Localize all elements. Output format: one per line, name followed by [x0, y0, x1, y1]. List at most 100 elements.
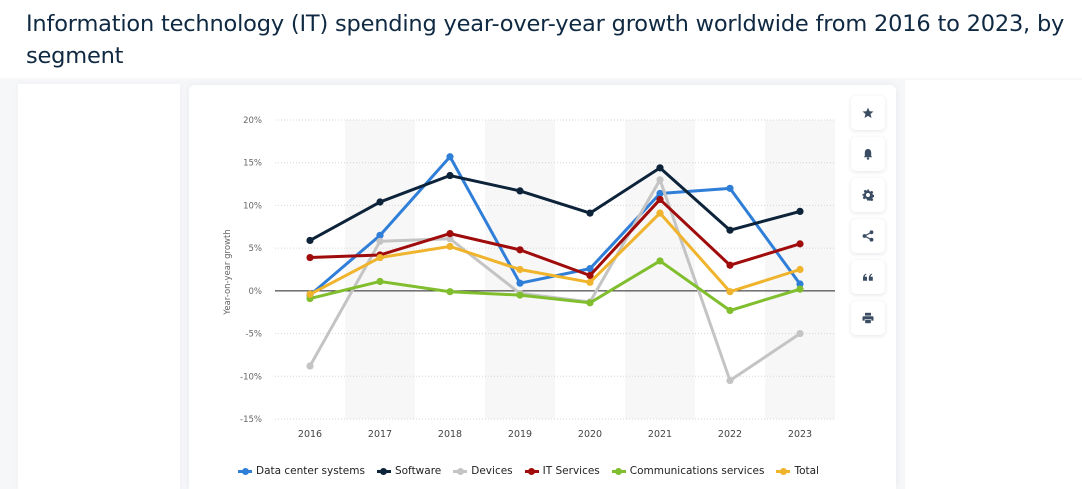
title-bar	[0, 0, 1082, 78]
legend-marker-icon	[238, 467, 252, 475]
print-button[interactable]	[851, 301, 885, 335]
y-tick-label: 5%	[249, 244, 263, 254]
data-point-total[interactable]	[376, 253, 384, 262]
data-point-data-center-systems[interactable]	[376, 231, 384, 239]
data-point-software[interactable]	[516, 187, 524, 195]
data-point-data-center-systems[interactable]	[586, 265, 594, 273]
data-point-communications-services[interactable]	[516, 291, 524, 299]
legend-item-it-services[interactable]: IT Services	[524, 465, 600, 477]
data-point-it-services[interactable]	[306, 253, 314, 262]
series-line-software[interactable]	[308, 166, 802, 242]
x-tick-label: 2023	[788, 429, 812, 440]
data-point-it-services[interactable]	[656, 195, 664, 204]
data-point-communications-services[interactable]	[376, 277, 384, 286]
data-point-devices[interactable]	[376, 237, 384, 245]
legend-label: Data center systems	[256, 465, 365, 477]
x-tick-label: 2020	[578, 429, 602, 440]
data-point-devices[interactable]	[656, 176, 664, 184]
bell-icon	[863, 149, 873, 160]
series-lines	[306, 153, 804, 385]
legend-marker-icon	[453, 467, 468, 475]
data-point-it-services[interactable]	[586, 271, 594, 280]
data-point-software[interactable]	[306, 236, 314, 245]
data-point-data-center-systems[interactable]	[656, 189, 664, 198]
settings-button[interactable]	[851, 178, 885, 212]
x-axis-ticks: 2016 2017 2018 2019 2020 2021 2022 2023	[298, 429, 812, 440]
data-point-it-services[interactable]	[726, 261, 734, 269]
x-tick-label: 2021	[648, 429, 672, 440]
right-panel	[905, 80, 1082, 489]
data-point-data-center-systems[interactable]	[516, 279, 524, 287]
share-icon	[862, 230, 874, 242]
series-line-it-services[interactable]	[308, 197, 802, 277]
data-point-software[interactable]	[446, 171, 454, 180]
series-total	[306, 209, 804, 298]
series-software	[306, 164, 804, 245]
x-tick-label: 2022	[718, 429, 742, 440]
data-point-software[interactable]	[656, 164, 664, 172]
legend-item-total[interactable]: Total	[776, 465, 819, 477]
left-panel	[18, 84, 180, 489]
legend-item-software[interactable]: Software	[376, 465, 442, 477]
favorite-button[interactable]	[851, 96, 885, 130]
x-tick-label: 2018	[438, 429, 462, 440]
column-bands	[345, 120, 835, 419]
legend-item-devices[interactable]: Devices	[453, 465, 513, 477]
data-point-it-services[interactable]	[446, 230, 454, 238]
y-tick-label: 10%	[243, 201, 262, 211]
data-point-software[interactable]	[376, 198, 384, 206]
gear-icon	[862, 189, 874, 201]
data-point-it-services[interactable]	[796, 240, 804, 248]
star-icon	[862, 107, 874, 118]
gridlines	[275, 119, 835, 420]
legend-item-data-center-systems[interactable]: Data center systems	[238, 465, 365, 477]
data-point-devices[interactable]	[446, 235, 454, 243]
share-button[interactable]	[851, 219, 885, 253]
data-point-software[interactable]	[796, 207, 804, 216]
series-line-total[interactable]	[308, 211, 802, 296]
data-point-data-center-systems[interactable]	[726, 184, 734, 192]
data-point-total[interactable]	[516, 265, 524, 274]
data-point-communications-services[interactable]	[726, 306, 734, 315]
legend-label: Devices	[471, 465, 513, 477]
x-tick-label: 2017	[368, 429, 392, 440]
data-point-devices[interactable]	[796, 329, 804, 338]
data-point-total[interactable]	[656, 209, 664, 217]
y-tick-label: -15%	[240, 415, 262, 425]
data-point-communications-services[interactable]	[656, 257, 664, 265]
data-point-communications-services[interactable]	[796, 285, 804, 293]
data-point-total[interactable]	[726, 288, 734, 296]
legend-marker-icon	[776, 467, 791, 475]
data-point-communications-services[interactable]	[446, 288, 454, 296]
y-axis-ticks: 20% 15% 10% 5% 0% -5% -10% -15%	[240, 116, 262, 425]
toolbar	[851, 96, 887, 335]
x-tick-label: 2019	[508, 429, 532, 440]
data-point-it-services[interactable]	[516, 246, 524, 254]
data-point-communications-services[interactable]	[586, 299, 594, 307]
data-point-data-center-systems[interactable]	[446, 153, 454, 161]
data-point-total[interactable]	[306, 290, 314, 298]
legend-label: IT Services	[542, 465, 600, 477]
page-title: Information technology (IT) spending yea…	[26, 11, 1065, 69]
legend-item-communications-services[interactable]: Communications services	[611, 465, 765, 477]
y-tick-label: 15%	[243, 159, 262, 169]
data-point-total[interactable]	[586, 278, 594, 286]
cite-button[interactable]	[851, 260, 885, 294]
legend-label: Communications services	[629, 465, 765, 477]
legend-label: Software	[394, 465, 442, 477]
data-point-total[interactable]	[446, 242, 454, 251]
data-point-total[interactable]	[796, 265, 804, 274]
print-icon	[862, 312, 874, 324]
data-point-software[interactable]	[726, 226, 734, 234]
x-tick-label: 2016	[298, 429, 322, 440]
data-point-devices[interactable]	[306, 362, 314, 370]
data-point-software[interactable]	[586, 209, 594, 217]
legend-marker-icon	[376, 467, 391, 475]
legend: Data center systems Software Devices IT Ser…	[238, 463, 819, 479]
series-line-communications-services[interactable]	[308, 259, 802, 313]
y-axis-label: Year-on-year growth	[223, 229, 233, 315]
quote-icon	[863, 273, 873, 281]
notifications-button[interactable]	[851, 137, 885, 171]
data-point-devices[interactable]	[726, 376, 734, 385]
data-point-data-center-systems[interactable]	[796, 280, 804, 288]
